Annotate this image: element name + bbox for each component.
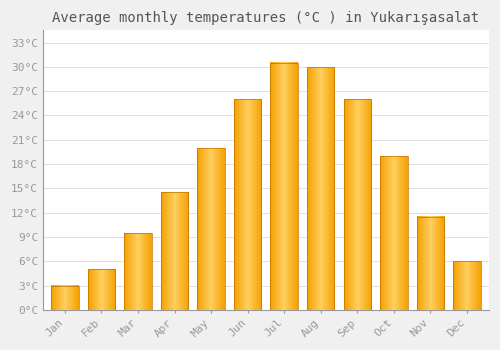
Bar [51,286,78,310]
Bar [380,156,407,310]
Title: Average monthly temperatures (°C ) in Yukarışasalat: Average monthly temperatures (°C ) in Yu… [52,11,480,25]
Bar [161,193,188,310]
Bar [198,148,225,310]
Bar [124,233,152,310]
Bar [270,63,298,310]
Bar [234,99,262,310]
Bar [88,270,115,310]
Bar [454,261,480,310]
Bar [416,217,444,310]
Bar [307,67,334,310]
Bar [344,99,371,310]
